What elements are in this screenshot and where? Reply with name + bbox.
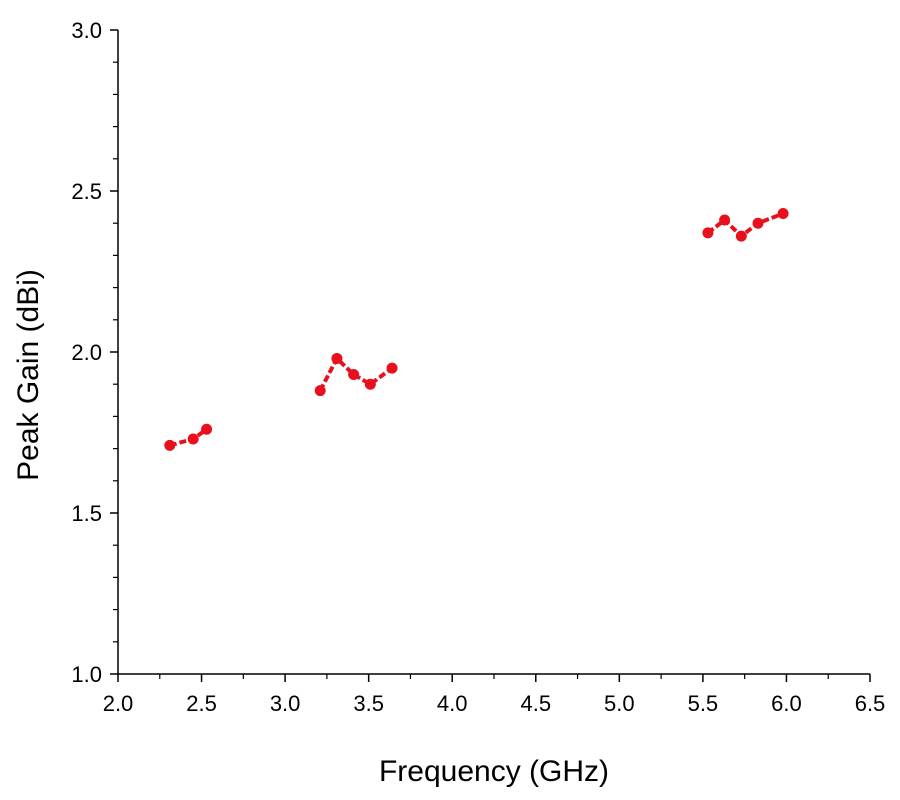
x-tick-label: 2.5 (186, 691, 217, 716)
data-point (348, 369, 360, 381)
data-point (187, 433, 199, 445)
data-point (702, 227, 714, 239)
y-ticks: 1.0 1.5 2.0 2.5 3.0 (71, 18, 118, 687)
series-layer (164, 208, 789, 451)
axes (117, 30, 870, 675)
data-point (331, 352, 343, 364)
y-tick-label: 3.0 (71, 18, 102, 43)
series-line (318, 356, 394, 392)
x-tick-label: 5.5 (688, 691, 719, 716)
data-point (314, 385, 326, 397)
data-point (777, 208, 789, 220)
data-point (201, 423, 213, 435)
y-tick-label: 2.5 (71, 179, 102, 204)
data-point (752, 217, 764, 229)
x-tick-label: 3.0 (270, 691, 301, 716)
data-point (386, 362, 398, 374)
series-1 (164, 423, 213, 451)
series-2 (314, 352, 398, 397)
data-point (735, 230, 747, 242)
x-tick-label: 6.5 (855, 691, 886, 716)
x-axis-title: Frequency (GHz) (379, 755, 609, 788)
x-tick-label: 5.0 (604, 691, 635, 716)
data-point (364, 378, 376, 390)
x-tick-label: 4.5 (520, 691, 551, 716)
x-tick-label: 2.0 (103, 691, 134, 716)
series-3 (702, 208, 789, 242)
y-axis-title: Peak Gain (dBi) (12, 269, 45, 481)
data-point (164, 439, 176, 451)
x-tick-label: 4.0 (437, 691, 468, 716)
y-tick-label: 1.0 (71, 662, 102, 687)
x-tick-label: 3.5 (353, 691, 384, 716)
y-tick-label: 1.5 (71, 501, 102, 526)
x-ticks: 2.0 2.5 3.0 3.5 4.0 4.5 5.0 5.5 6.0 6.5 (103, 674, 886, 716)
y-tick-label: 2.0 (71, 340, 102, 365)
x-tick-label: 6.0 (771, 691, 802, 716)
data-point (719, 214, 731, 226)
